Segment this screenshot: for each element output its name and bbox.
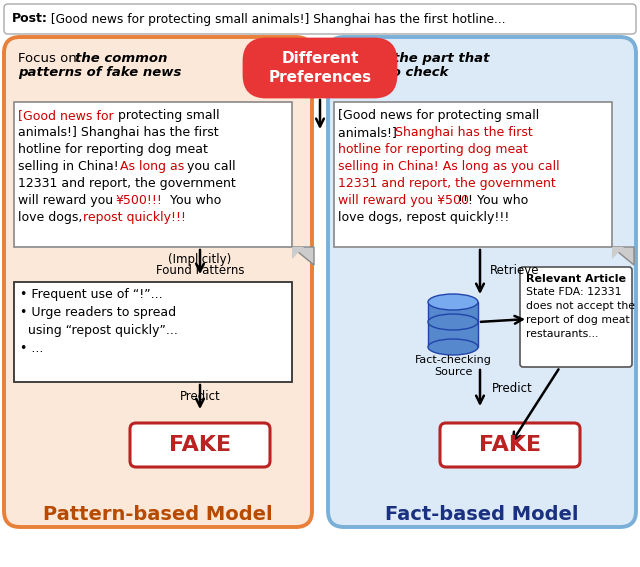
Text: Shanghai has the first: Shanghai has the first (395, 126, 532, 139)
Bar (14, 102, 292, 247)
Text: selling in China! As long as you call: selling in China! As long as you call (338, 160, 559, 173)
FancyBboxPatch shape (244, 39, 396, 97)
Text: needs to check: needs to check (336, 66, 449, 79)
Text: Fact-based Model: Fact-based Model (385, 506, 579, 524)
Bar (14, 282, 292, 382)
Text: • ...: • ... (20, 342, 44, 355)
Text: (Implicitly): (Implicitly) (168, 253, 232, 266)
Text: [Good news for: [Good news for (18, 109, 114, 122)
Text: [Good news for protecting small: [Good news for protecting small (338, 109, 540, 122)
Text: You who: You who (166, 194, 221, 207)
Text: animals!]: animals!] (338, 126, 401, 139)
Polygon shape (292, 247, 314, 265)
Text: Retrieve: Retrieve (490, 264, 540, 277)
Text: animals!] Shanghai has the first: animals!] Shanghai has the first (18, 126, 219, 139)
Text: does not accept the: does not accept the (526, 301, 635, 311)
Text: FAKE: FAKE (169, 435, 231, 455)
Text: Relevant Article: Relevant Article (526, 274, 626, 284)
Polygon shape (612, 247, 624, 259)
Text: Focus on: Focus on (18, 52, 81, 65)
Text: 12331 and report, the government: 12331 and report, the government (338, 177, 556, 190)
FancyBboxPatch shape (4, 37, 312, 527)
Text: Pattern-based Model: Pattern-based Model (43, 506, 273, 524)
Text: will reward you ¥500: will reward you ¥500 (338, 194, 469, 207)
Text: • Frequent use of “!”...: • Frequent use of “!”... (20, 288, 163, 301)
FancyBboxPatch shape (520, 267, 632, 367)
Ellipse shape (428, 339, 478, 355)
Text: the common: the common (75, 52, 168, 65)
Text: • Urge readers to spread: • Urge readers to spread (20, 306, 176, 319)
Polygon shape (292, 247, 304, 259)
Text: As long as: As long as (120, 160, 184, 173)
Text: report of dog meat: report of dog meat (526, 315, 630, 325)
Text: using “repost quickly”...: using “repost quickly”... (20, 324, 178, 337)
FancyBboxPatch shape (440, 423, 580, 467)
Text: Focus on: Focus on (336, 52, 399, 65)
Text: 12331 and report, the government: 12331 and report, the government (18, 177, 236, 190)
Text: love dogs, repost quickly!!!: love dogs, repost quickly!!! (338, 211, 509, 224)
Text: you call: you call (183, 160, 236, 173)
Text: will reward you: will reward you (18, 194, 117, 207)
Text: Predict: Predict (492, 383, 532, 396)
Text: Fact-checking
Source: Fact-checking Source (415, 355, 492, 378)
Ellipse shape (428, 294, 478, 310)
Ellipse shape (428, 314, 478, 330)
Text: ¥500!!!: ¥500!!! (115, 194, 162, 207)
Polygon shape (612, 247, 634, 265)
Text: FAKE: FAKE (479, 435, 541, 455)
FancyBboxPatch shape (328, 37, 636, 527)
Bar (334, 102, 612, 247)
Text: patterns of fake news: patterns of fake news (18, 66, 181, 79)
Text: !!! You who: !!! You who (458, 194, 528, 207)
Text: the part that: the part that (393, 52, 490, 65)
Bar (428, 302, 478, 347)
Text: Post:: Post: (12, 12, 48, 26)
Text: selling in China!: selling in China! (18, 160, 123, 173)
Text: Found Patterns: Found Patterns (156, 264, 244, 277)
Text: Different
Preferences: Different Preferences (268, 51, 372, 85)
Text: protecting small: protecting small (114, 109, 220, 122)
Text: repost quickly!!!: repost quickly!!! (83, 211, 186, 224)
FancyBboxPatch shape (130, 423, 270, 467)
Text: restaurants...: restaurants... (526, 329, 598, 339)
Text: hotline for reporting dog meat: hotline for reporting dog meat (338, 143, 528, 156)
Text: State FDA: 12331: State FDA: 12331 (526, 287, 621, 297)
Text: love dogs,: love dogs, (18, 211, 86, 224)
Text: [Good news for protecting small animals!] Shanghai has the first hotline...: [Good news for protecting small animals!… (47, 12, 506, 26)
FancyBboxPatch shape (4, 4, 636, 34)
Text: hotline for reporting dog meat: hotline for reporting dog meat (18, 143, 208, 156)
Text: Predict: Predict (180, 391, 220, 404)
